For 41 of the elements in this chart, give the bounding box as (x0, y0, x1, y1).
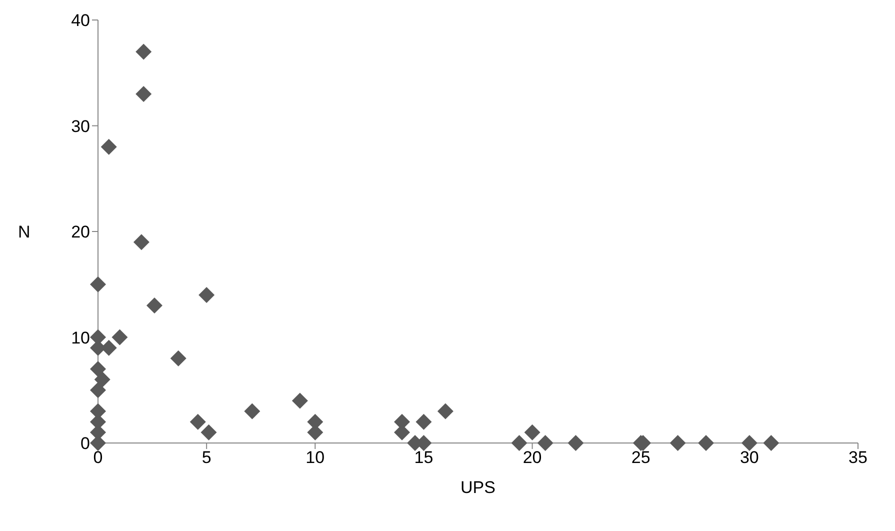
x-tick-label: 10 (306, 448, 325, 468)
point (190, 414, 206, 430)
point (136, 86, 152, 102)
point (698, 435, 714, 451)
y-tick-label: 10 (71, 328, 90, 348)
point (244, 403, 260, 420)
x-axis-title: UPS (460, 478, 496, 497)
x-tick-label: 0 (93, 448, 103, 468)
point (94, 372, 110, 388)
x-tick-label: 25 (631, 448, 650, 468)
point (146, 298, 162, 314)
x-tick-label: 35 (848, 448, 868, 468)
point (90, 382, 106, 398)
point (511, 435, 528, 451)
point (198, 286, 215, 303)
point (670, 435, 686, 451)
point (112, 329, 128, 346)
point (170, 350, 186, 366)
point (416, 414, 432, 430)
point (100, 138, 117, 155)
point (763, 435, 780, 451)
point (90, 360, 106, 377)
y-tick-label: 30 (71, 116, 90, 136)
point (524, 424, 540, 440)
point (133, 234, 150, 250)
x-tick-label: 5 (202, 448, 212, 468)
point (741, 435, 758, 451)
y-tick-label: 0 (80, 434, 90, 454)
point (437, 403, 454, 420)
y-tick-label: 20 (71, 222, 90, 242)
x-tick-label: 15 (414, 448, 434, 468)
y-axis-title: N (18, 222, 30, 242)
point (292, 392, 308, 409)
y-tick-label: 40 (71, 11, 90, 30)
point (568, 435, 584, 451)
x-tick-label: 30 (740, 448, 759, 468)
point (537, 435, 554, 451)
point (200, 424, 217, 440)
point (136, 44, 152, 60)
x-tick-label: 20 (522, 448, 542, 468)
point (90, 276, 106, 292)
